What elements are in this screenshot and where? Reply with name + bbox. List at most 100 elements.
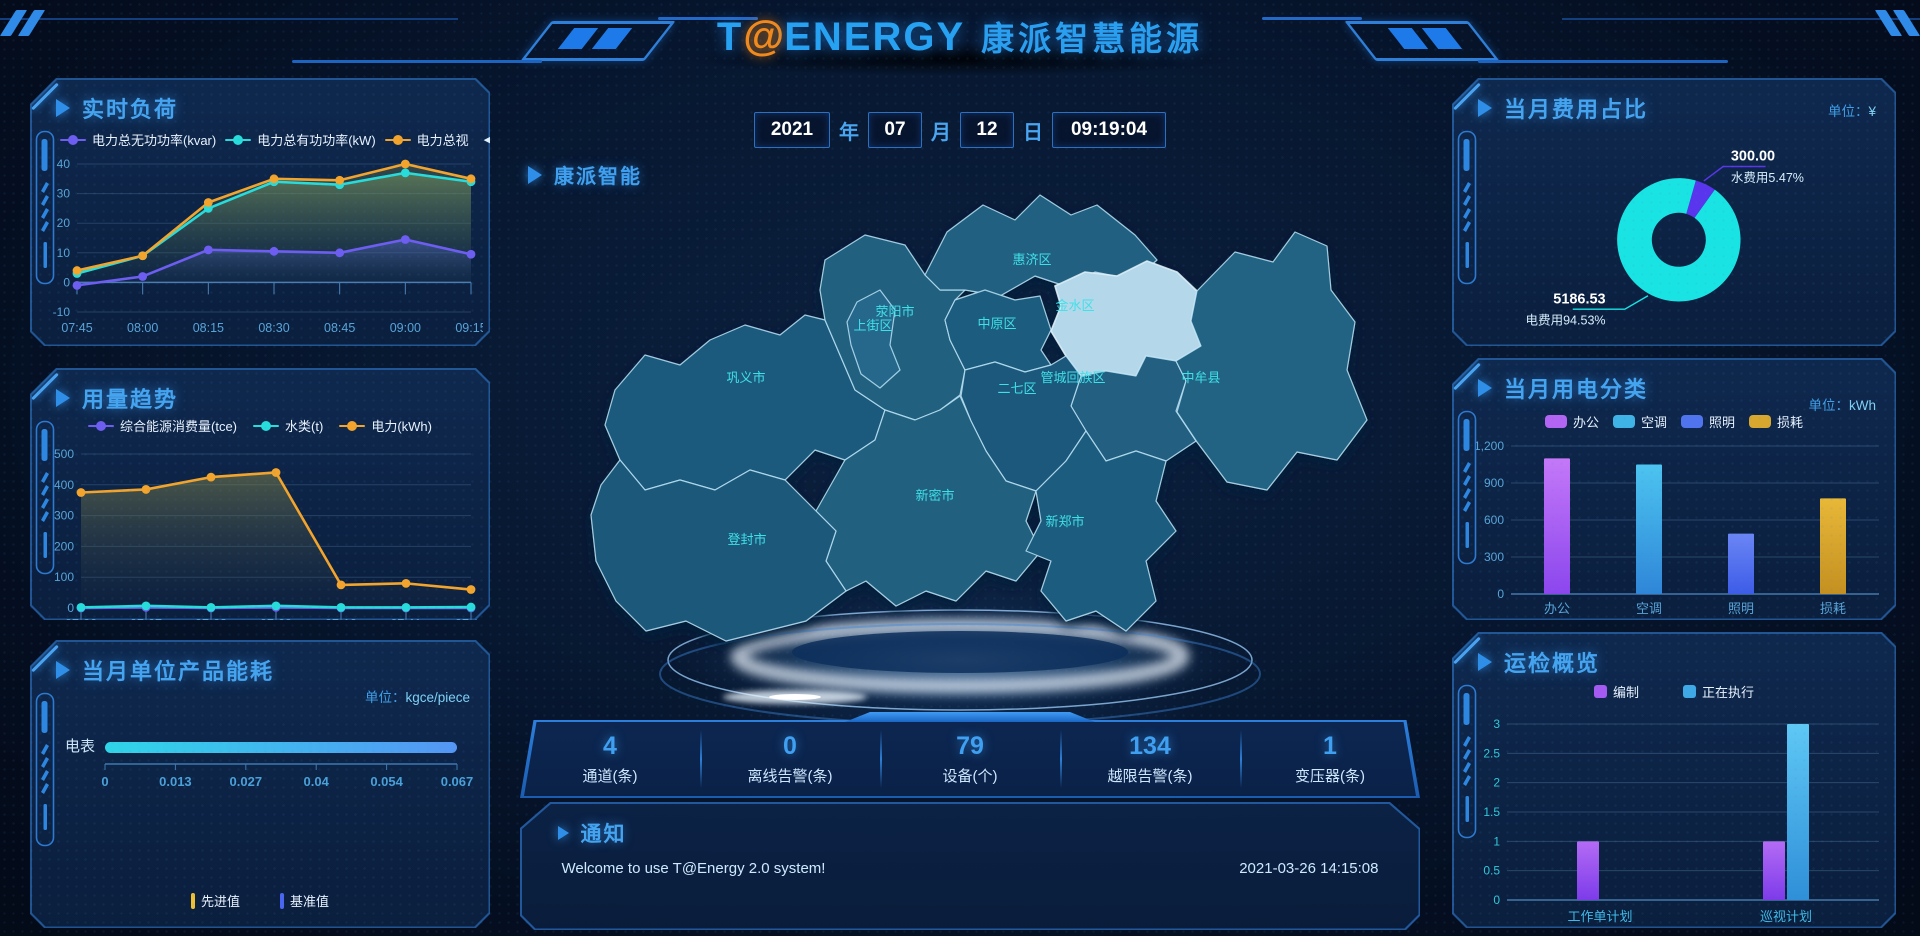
panel-cost-ratio: 当月费用占比 单位：¥ 300.00 水费用5.47% 5186.53 电费用94.5… bbox=[1452, 78, 1896, 346]
donut-slice[interactable] bbox=[1617, 178, 1740, 301]
map-region[interactable] bbox=[590, 459, 847, 642]
stats-bar: 4 通道(条) 0 离线告警(条) 79 设备(个) 134 越限告警(条) 1 变压器(条) bbox=[520, 720, 1420, 798]
stat-label: 设备(个) bbox=[942, 768, 998, 785]
month-input[interactable]: 07 bbox=[868, 112, 922, 148]
svg-text:0.04: 0.04 bbox=[304, 774, 330, 789]
legend-item[interactable]: 电力(kWh) bbox=[339, 416, 432, 435]
svg-text:0.067: 0.067 bbox=[441, 774, 474, 789]
svg-text:07-11: 07-11 bbox=[390, 617, 421, 631]
legend-marker-icon bbox=[88, 421, 114, 431]
svg-text:5186.53: 5186.53 bbox=[1553, 291, 1605, 307]
svg-text:07-09: 07-09 bbox=[260, 617, 292, 631]
panel-inner bbox=[1454, 634, 1895, 927]
svg-text:工作单计划: 工作单计划 bbox=[1567, 909, 1632, 924]
notice-item[interactable]: Welcome to use T@Energy 2.0 system! 2021… bbox=[562, 860, 1379, 877]
panel-title-row: 用量趋势 bbox=[56, 382, 178, 414]
stat-value: 79 bbox=[956, 732, 984, 760]
svg-text:300.00: 300.00 bbox=[1731, 149, 1775, 165]
legend-marker-icon bbox=[1681, 415, 1703, 428]
svg-text:09:15: 09:15 bbox=[455, 321, 483, 335]
panel-ornament bbox=[35, 130, 57, 302]
legend-item[interactable]: 综合能源消费量(tce) bbox=[88, 416, 237, 435]
stat-item: 4 通道(条) bbox=[520, 720, 700, 798]
legend-label: 照明 bbox=[1709, 415, 1736, 430]
svg-text:0.027: 0.027 bbox=[230, 774, 263, 789]
svg-text:0.5: 0.5 bbox=[1483, 864, 1500, 878]
map-region[interactable] bbox=[944, 289, 1052, 373]
year-input[interactable]: 2021 bbox=[754, 112, 830, 148]
legend-item[interactable]: 编制 bbox=[1594, 682, 1639, 701]
legend-marker-icon bbox=[339, 421, 365, 431]
legend-item[interactable]: 水类(t) bbox=[253, 416, 323, 435]
cost-ratio-chart: 300.00 水费用5.47% 5186.53 电费用94.53% bbox=[1459, 130, 1889, 338]
map-region[interactable] bbox=[1175, 231, 1368, 491]
unit-prefix: 单位： bbox=[1827, 104, 1869, 119]
bar-chart-svg: 0 300 600 900 1,200 办公 空调 照明 损耗 bbox=[1459, 436, 1889, 618]
panel-ornament bbox=[1457, 684, 1479, 856]
svg-text:400: 400 bbox=[54, 478, 74, 492]
hbar-chart-svg: 电表 0 0.013 0.027 0.04 0.054 0.067 bbox=[37, 716, 483, 834]
legend-item[interactable]: 损耗 bbox=[1749, 412, 1803, 431]
legend-next-icon[interactable]: ▶ bbox=[518, 134, 527, 146]
map-region-label: 新郑市 bbox=[1045, 514, 1084, 529]
legend-item[interactable]: 空调 bbox=[1613, 412, 1667, 431]
svg-text:07-07: 07-07 bbox=[130, 617, 162, 631]
legend-label: 水类(t) bbox=[285, 419, 324, 434]
panel-ornament bbox=[35, 420, 57, 592]
map-region[interactable] bbox=[1025, 430, 1177, 632]
logo-text: T@ENERGY bbox=[717, 12, 965, 60]
donut-chart-svg: 300.00 水费用5.47% 5186.53 电费用94.53% bbox=[1459, 130, 1889, 338]
svg-text:08:00: 08:00 bbox=[127, 321, 158, 335]
svg-text:500: 500 bbox=[54, 447, 74, 461]
legend-marker-icon bbox=[280, 893, 284, 909]
brand-title: 康派智慧能源 bbox=[981, 20, 1204, 57]
stat-value: 134 bbox=[1129, 732, 1171, 760]
legend-label: 办公 bbox=[1572, 415, 1599, 430]
clock-display: 09:19:04 bbox=[1052, 112, 1166, 148]
map-region[interactable] bbox=[846, 289, 901, 389]
svg-text:巡视计划: 巡视计划 bbox=[1760, 909, 1812, 924]
panel-title-row: 运检概览 bbox=[1478, 646, 1600, 678]
legend-item[interactable]: 先进值 bbox=[191, 891, 240, 910]
logo-t: T bbox=[716, 15, 744, 59]
legend-item[interactable]: 基准值 bbox=[280, 891, 329, 910]
wing-line bbox=[658, 17, 758, 20]
svg-text:09:00: 09:00 bbox=[390, 321, 421, 335]
legend-label: 空调 bbox=[1640, 415, 1667, 430]
legend-item[interactable]: 照明 bbox=[1681, 412, 1735, 431]
day-unit-label: 日 bbox=[1023, 121, 1043, 144]
stat-value: 0 bbox=[783, 732, 797, 760]
legend-item[interactable]: 电力总无功功率(kvar) bbox=[60, 130, 216, 149]
svg-text:3: 3 bbox=[1493, 717, 1500, 731]
donut-slice[interactable] bbox=[1686, 180, 1715, 217]
realtime-load-chart: -10 0 10 20 30 40 07:45 08:00 08:15 08:30 08:45 09:… bbox=[37, 154, 483, 338]
legend-marker-icon bbox=[1613, 415, 1635, 428]
unit-value: ¥ bbox=[1868, 104, 1876, 119]
legend-item[interactable]: 办公 bbox=[1545, 412, 1599, 431]
svg-text:900: 900 bbox=[1484, 476, 1504, 490]
map-region[interactable] bbox=[1050, 260, 1202, 377]
wing-line bbox=[292, 60, 542, 63]
map-title: 康派智能 bbox=[554, 166, 642, 188]
panel-title: 当月费用占比 bbox=[1504, 97, 1649, 122]
panel-inner bbox=[32, 642, 489, 927]
legend-row: 编制 正在执行 bbox=[1452, 682, 1896, 701]
stat-item: 1 变压器(条) bbox=[1240, 720, 1420, 798]
svg-text:20: 20 bbox=[57, 216, 71, 230]
legend-item[interactable]: 电力总有功功率(kW) bbox=[225, 130, 375, 149]
legend-prev-icon[interactable]: ◀ bbox=[483, 134, 493, 146]
legend-marker-icon bbox=[1594, 685, 1607, 698]
map-region-label: 中牟县 bbox=[1181, 370, 1220, 385]
legend-item[interactable]: 电力总视 bbox=[385, 130, 469, 149]
panel-realtime-load: 实时负荷 电力总无功功率(kvar) 电力总有功功率(kW) 电力总视 ◀ 1/2 … bbox=[30, 78, 490, 346]
svg-text:300: 300 bbox=[1484, 550, 1504, 564]
map-region-label: 荥阳市 bbox=[875, 304, 914, 319]
svg-text:100: 100 bbox=[54, 570, 74, 584]
year-unit-label: 年 bbox=[839, 121, 859, 144]
panel-title: 当月用电分类 bbox=[1504, 377, 1649, 402]
legend-item[interactable]: 正在执行 bbox=[1683, 682, 1754, 701]
svg-text:-10: -10 bbox=[53, 305, 71, 319]
legend-row: 电力总无功功率(kvar) 电力总有功功率(kW) 电力总视 ◀ 1/2 ▶ bbox=[60, 130, 527, 149]
day-input[interactable]: 12 bbox=[960, 112, 1014, 148]
